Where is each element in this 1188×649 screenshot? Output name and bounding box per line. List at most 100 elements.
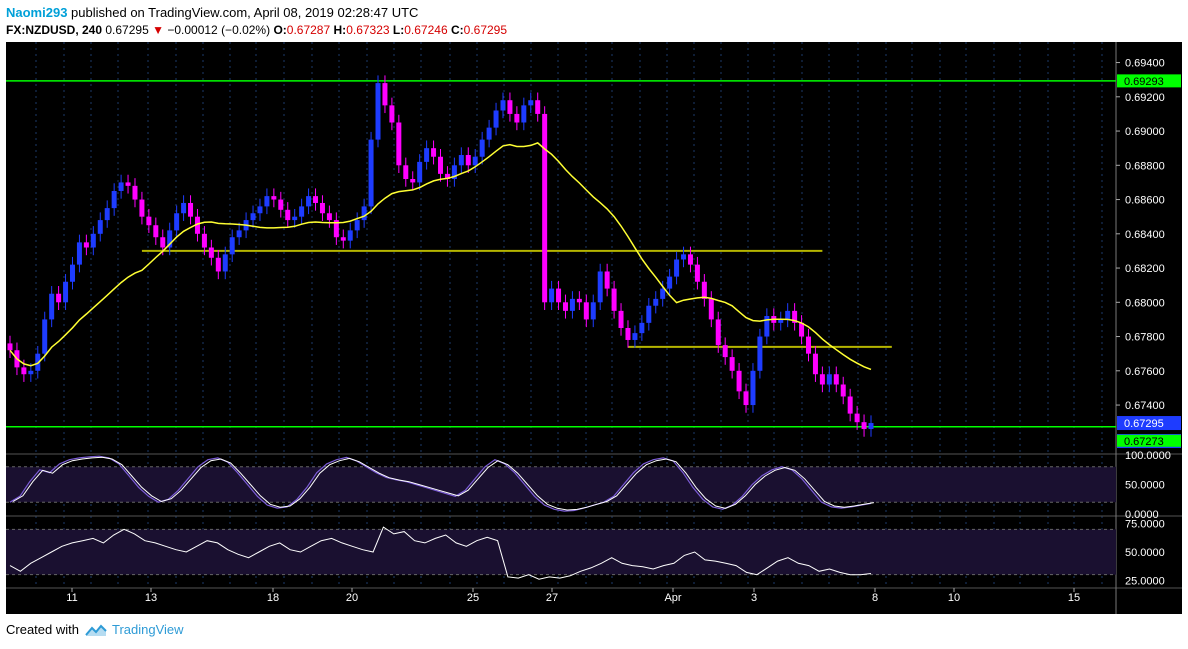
candle-body [132,185,138,200]
candle-body [292,216,298,221]
date-tick-label: 3 [751,592,757,604]
stoch-tick-label: 0.0000 [1125,509,1159,521]
candle-body [535,100,541,114]
candle-body [639,322,645,334]
candle-body [347,230,353,241]
candle-body [278,199,284,210]
candle-body [833,374,839,385]
symbol-line: FX:NZDUSD, 240 0.67295 ▼ −0.00012 (−0.02… [6,22,1182,38]
price-tick-label: 0.68800 [1125,160,1165,172]
candle-body [389,105,395,123]
price-chart-svg[interactable]: 0.69400 0.69200 0.69000 0.68800 0.68600 0.684… [6,42,1182,614]
candle-body [194,216,200,234]
change-arrow-icon: ▼ [152,23,164,37]
candle-body [729,357,735,371]
current-price-tag-bg [1117,416,1181,431]
candle-body [285,209,291,221]
price-tick-label: 0.69000 [1125,126,1165,138]
date-tick-label: 20 [346,592,358,604]
candle-body [674,259,680,277]
stoch-band [6,466,1116,503]
candle-body [104,208,110,221]
candle-body [653,298,659,306]
candle-body [153,225,159,238]
created-with-text: Created with [6,622,79,637]
chart-area[interactable]: 0.69400 0.69200 0.69000 0.68800 0.68600 0.684… [6,42,1182,614]
candle-body [583,302,589,320]
candle-body [854,413,860,423]
rsi-line [9,526,872,580]
candle-body [125,182,131,186]
price-tick-label: 0.67600 [1125,366,1165,378]
tradingview-logo-icon [84,623,107,640]
level-price-tag-bg [1117,74,1181,88]
candle-body [694,264,700,282]
candle-body [549,288,555,303]
tradingview-brand[interactable]: TradingView [112,622,184,637]
candle-body [139,199,145,217]
date-tick-label: 10 [948,592,960,604]
candle-body [556,288,562,303]
candle-body [410,179,416,183]
candle-body [21,367,27,375]
candle-body [431,148,437,157]
candle-body [403,165,409,179]
author-name[interactable]: Naomi293 [6,5,68,20]
candle-body [604,271,610,289]
date-tick-label: 8 [872,592,878,604]
candle-body [750,370,756,406]
candle-body [799,322,805,337]
candle-body [562,302,568,311]
candle-body [590,302,596,320]
open-label: O: [273,23,287,37]
candle-body [493,110,499,128]
stoch-k-line [12,456,875,511]
price-tick-label: 0.69200 [1125,92,1165,104]
candle-body [444,173,450,179]
candle-body [229,237,235,255]
candle-body [667,276,673,289]
price-tick-label: 0.69400 [1125,58,1165,70]
date-tick-label: 25 [467,592,479,604]
candle-body [611,288,617,311]
candle-body [528,100,534,106]
candle-body [687,254,693,265]
candle-body [375,83,381,140]
candle-body [861,422,867,430]
candle-body [313,196,319,203]
footer: Created with TradingView [6,622,184,640]
candle-body [368,139,374,207]
candle-body [826,374,832,385]
change-text: −0.00012 (−0.02%) [167,23,271,37]
price-tick-label: 0.68000 [1125,297,1165,309]
candle-body [660,288,666,299]
candle-body [111,190,117,209]
date-tick-label: Apr [664,592,681,604]
candle-body [424,148,430,162]
candle-body [632,333,638,340]
rsi-band [6,529,1116,575]
candle-body [500,100,506,111]
date-tick-label: 18 [267,592,279,604]
level-price-tag: 0.69293 [1124,76,1164,88]
candle-body [271,196,277,200]
candle-body [174,213,180,231]
candle-body [618,310,624,328]
close-label: C: [450,23,464,37]
candle-body [319,202,325,214]
price-tick-label: 0.67800 [1125,332,1165,344]
candle-body [396,122,402,166]
candle-body [306,196,312,207]
candle-body [160,237,166,248]
last-price: 0.67295 [105,23,149,37]
candle-body [806,336,812,354]
candle-body [83,242,89,248]
candle-body [69,264,75,282]
candle-body [722,345,728,358]
close-value: 0.67295 [463,23,508,37]
candle-body [569,298,575,311]
candle-body [521,105,527,123]
candle-body [542,113,548,303]
candle-body [778,319,784,323]
low-label: L: [392,23,405,37]
